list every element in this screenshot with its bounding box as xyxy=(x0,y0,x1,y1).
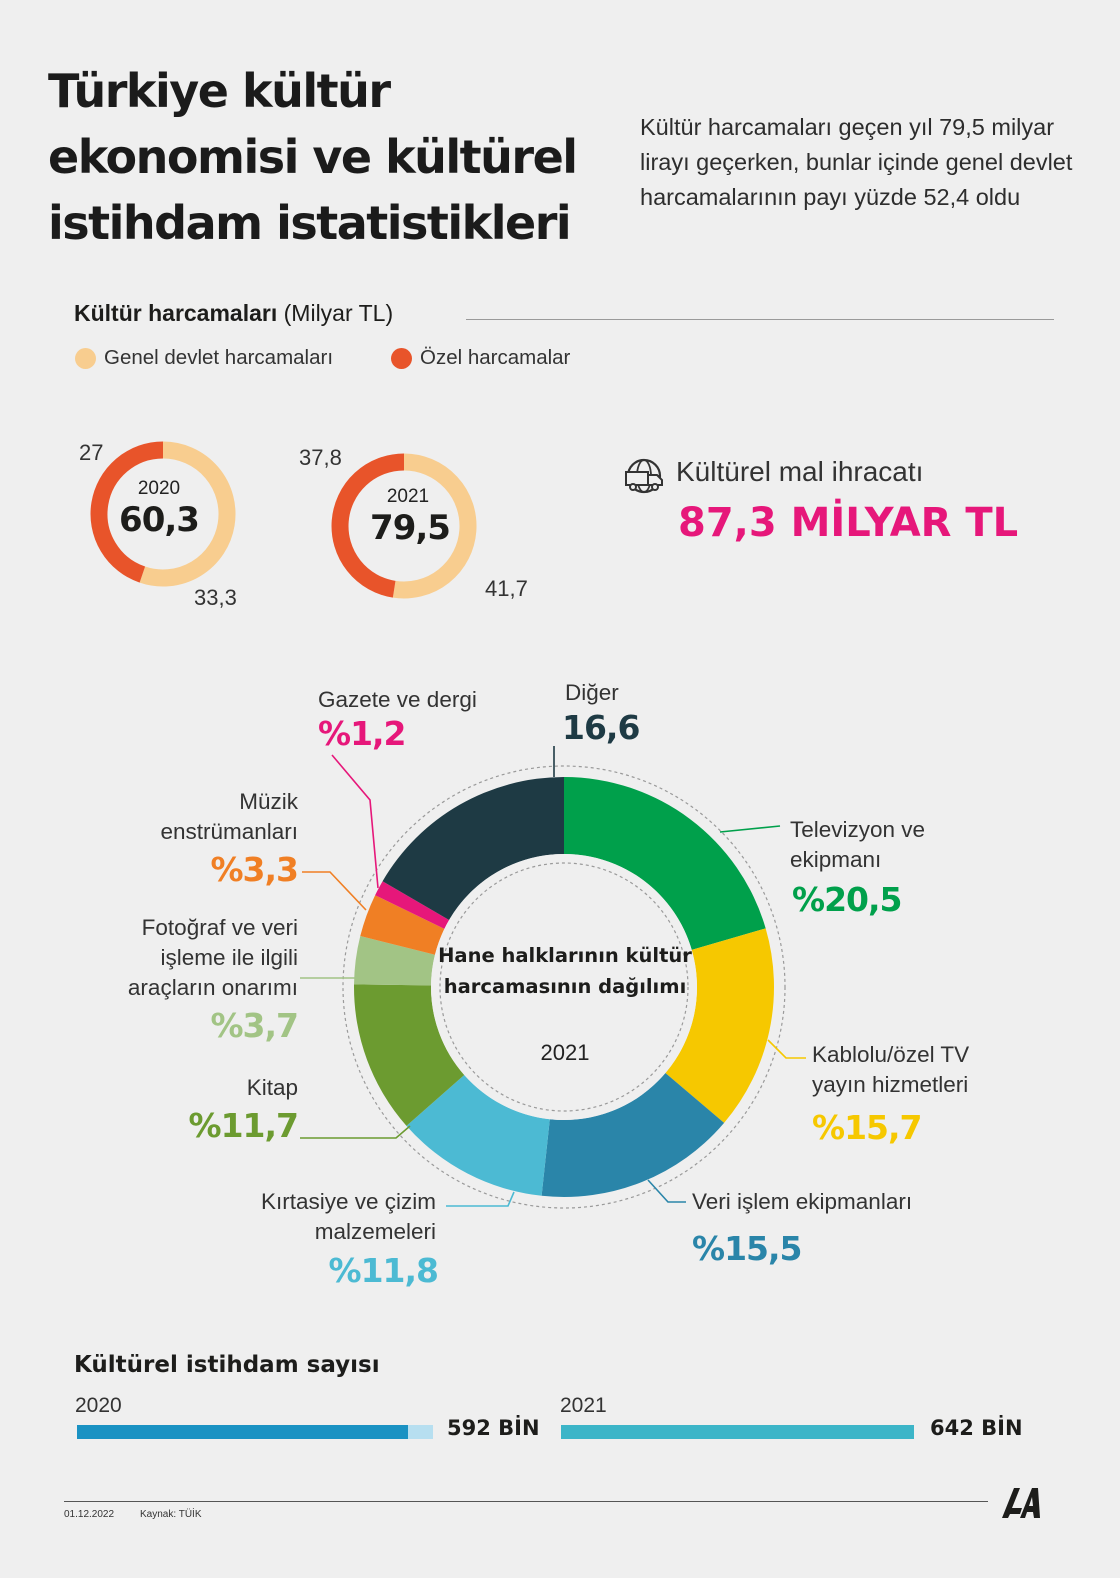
aa-logo xyxy=(1002,1488,1040,1518)
category-pct-data-equipment: %15,5 xyxy=(692,1229,802,1268)
leader-line-6 xyxy=(302,871,367,911)
ring-2020-slice-general xyxy=(139,441,236,587)
employment-year-2021: 2021 xyxy=(560,1394,607,1417)
legend-swatch-general xyxy=(75,347,96,369)
donut-slice-2 xyxy=(541,1073,725,1198)
category-pct-stationery: %11,8 xyxy=(328,1251,440,1290)
category-name-photo-repair: Fotoğraf ve veri işleme ile ilgili araçl… xyxy=(127,915,298,1000)
ring-2020-year: 2020 xyxy=(137,478,181,499)
spending-heading: Kültür harcamaları (Milyar TL) xyxy=(74,300,393,327)
donut-outer-dashed-ring xyxy=(342,765,786,1209)
ring-2021-private-label: 37,8 xyxy=(299,445,342,470)
donut-slice-5 xyxy=(354,936,435,986)
legend-label: Özel harcamalar xyxy=(420,346,571,369)
donut-slice-0 xyxy=(564,777,766,950)
leader-line-4 xyxy=(300,1125,411,1139)
export-value: 87,3 MİLYAR TL xyxy=(678,500,1019,546)
spending-title: Kültür harcamaları xyxy=(74,300,278,326)
ring-2021-slice-private xyxy=(331,453,405,598)
leader-line-3 xyxy=(446,1191,515,1207)
leader-line-7 xyxy=(331,754,379,889)
legend-swatch-private xyxy=(391,347,412,369)
category-name-television: Televizyon ve ekipmanı xyxy=(790,817,926,872)
ring-2021-total: 79,5 xyxy=(370,508,451,548)
category-name-data-equipment: Veri işlem ekipmanları xyxy=(692,1189,913,1214)
ring-2020-private-label: 27 xyxy=(79,440,104,465)
donut-slice-7 xyxy=(375,881,450,929)
leader-line-1 xyxy=(767,1039,806,1059)
leader-line-2 xyxy=(647,1179,686,1203)
legend-item-private: Özel harcamalar xyxy=(391,346,570,370)
export-label: Kültürel mal ihracatı xyxy=(676,456,924,487)
donut-slice-3 xyxy=(406,1074,550,1196)
category-name-music: Müzik enstrümanları xyxy=(160,789,298,844)
ring-2021-year: 2021 xyxy=(386,486,430,507)
donut-slice-4 xyxy=(353,984,465,1126)
category-name-book: Kitap xyxy=(246,1075,298,1100)
donut-hole xyxy=(431,854,697,1120)
category-pct-other: 16,6 xyxy=(562,708,640,747)
donut-inner-dashed-ring xyxy=(439,862,689,1112)
category-pct-book: %11,7 xyxy=(188,1106,300,1145)
divider xyxy=(466,319,1054,320)
employment-value-2020: 592 BİN xyxy=(447,1416,540,1440)
category-name-cable-tv: Kablolu/özel TV yayın hizmetleri xyxy=(812,1042,970,1097)
category-pct-newspaper: %1,2 xyxy=(318,714,407,753)
ring-2020-general-label: 33,3 xyxy=(194,585,237,610)
employment-year-2020: 2020 xyxy=(75,1394,122,1417)
category-pct-television: %20,5 xyxy=(792,880,902,919)
legend-item-general: Genel devlet harcamaları xyxy=(75,346,333,370)
employment-bar-2021 xyxy=(561,1425,915,1439)
category-pct-photo-repair: %3,7 xyxy=(210,1006,299,1045)
ring-2021-slice-general xyxy=(392,453,477,599)
donut-slice-1 xyxy=(665,928,774,1123)
footer-date: 01.12.2022 xyxy=(64,1509,115,1520)
legend-label: Genel devlet harcamaları xyxy=(104,346,334,369)
leader-line-0 xyxy=(719,825,781,833)
category-name-other: Diğer xyxy=(565,680,619,705)
page-title: Türkiye kültür ekonomisi ve kültürel ist… xyxy=(48,64,578,250)
ring-2020-slice-private xyxy=(90,441,164,583)
employment-bar-2020 xyxy=(77,1425,409,1439)
ring-2020-total: 60,3 xyxy=(119,500,200,540)
footer-divider xyxy=(64,1501,988,1502)
category-name-stationery: Kırtasiye ve çizim malzemeleri xyxy=(260,1189,436,1244)
globe-truck-icon xyxy=(625,458,663,494)
donut-slice-8 xyxy=(382,777,564,921)
ring-2021-general-label: 41,7 xyxy=(485,576,528,601)
footer-source: Kaynak: TÜİK xyxy=(140,1509,202,1520)
spending-unit: (Milyar TL) xyxy=(283,300,394,326)
category-pct-music: %3,3 xyxy=(210,850,299,889)
donut-slice-6 xyxy=(360,895,445,955)
category-pct-cable-tv: %15,7 xyxy=(812,1108,922,1147)
donut-center-year: 2021 xyxy=(540,1040,590,1065)
employment-title: Kültürel istihdam sayısı xyxy=(74,1352,380,1378)
category-name-newspaper: Gazete ve dergi xyxy=(318,687,477,712)
donut-center-title: Hane halklarının kültür harcamasının dağ… xyxy=(438,944,692,998)
page-subtitle: Kültür harcamaları geçen yıl 79,5 milyar… xyxy=(640,114,1073,210)
employment-value-2021: 642 BİN xyxy=(930,1416,1023,1440)
